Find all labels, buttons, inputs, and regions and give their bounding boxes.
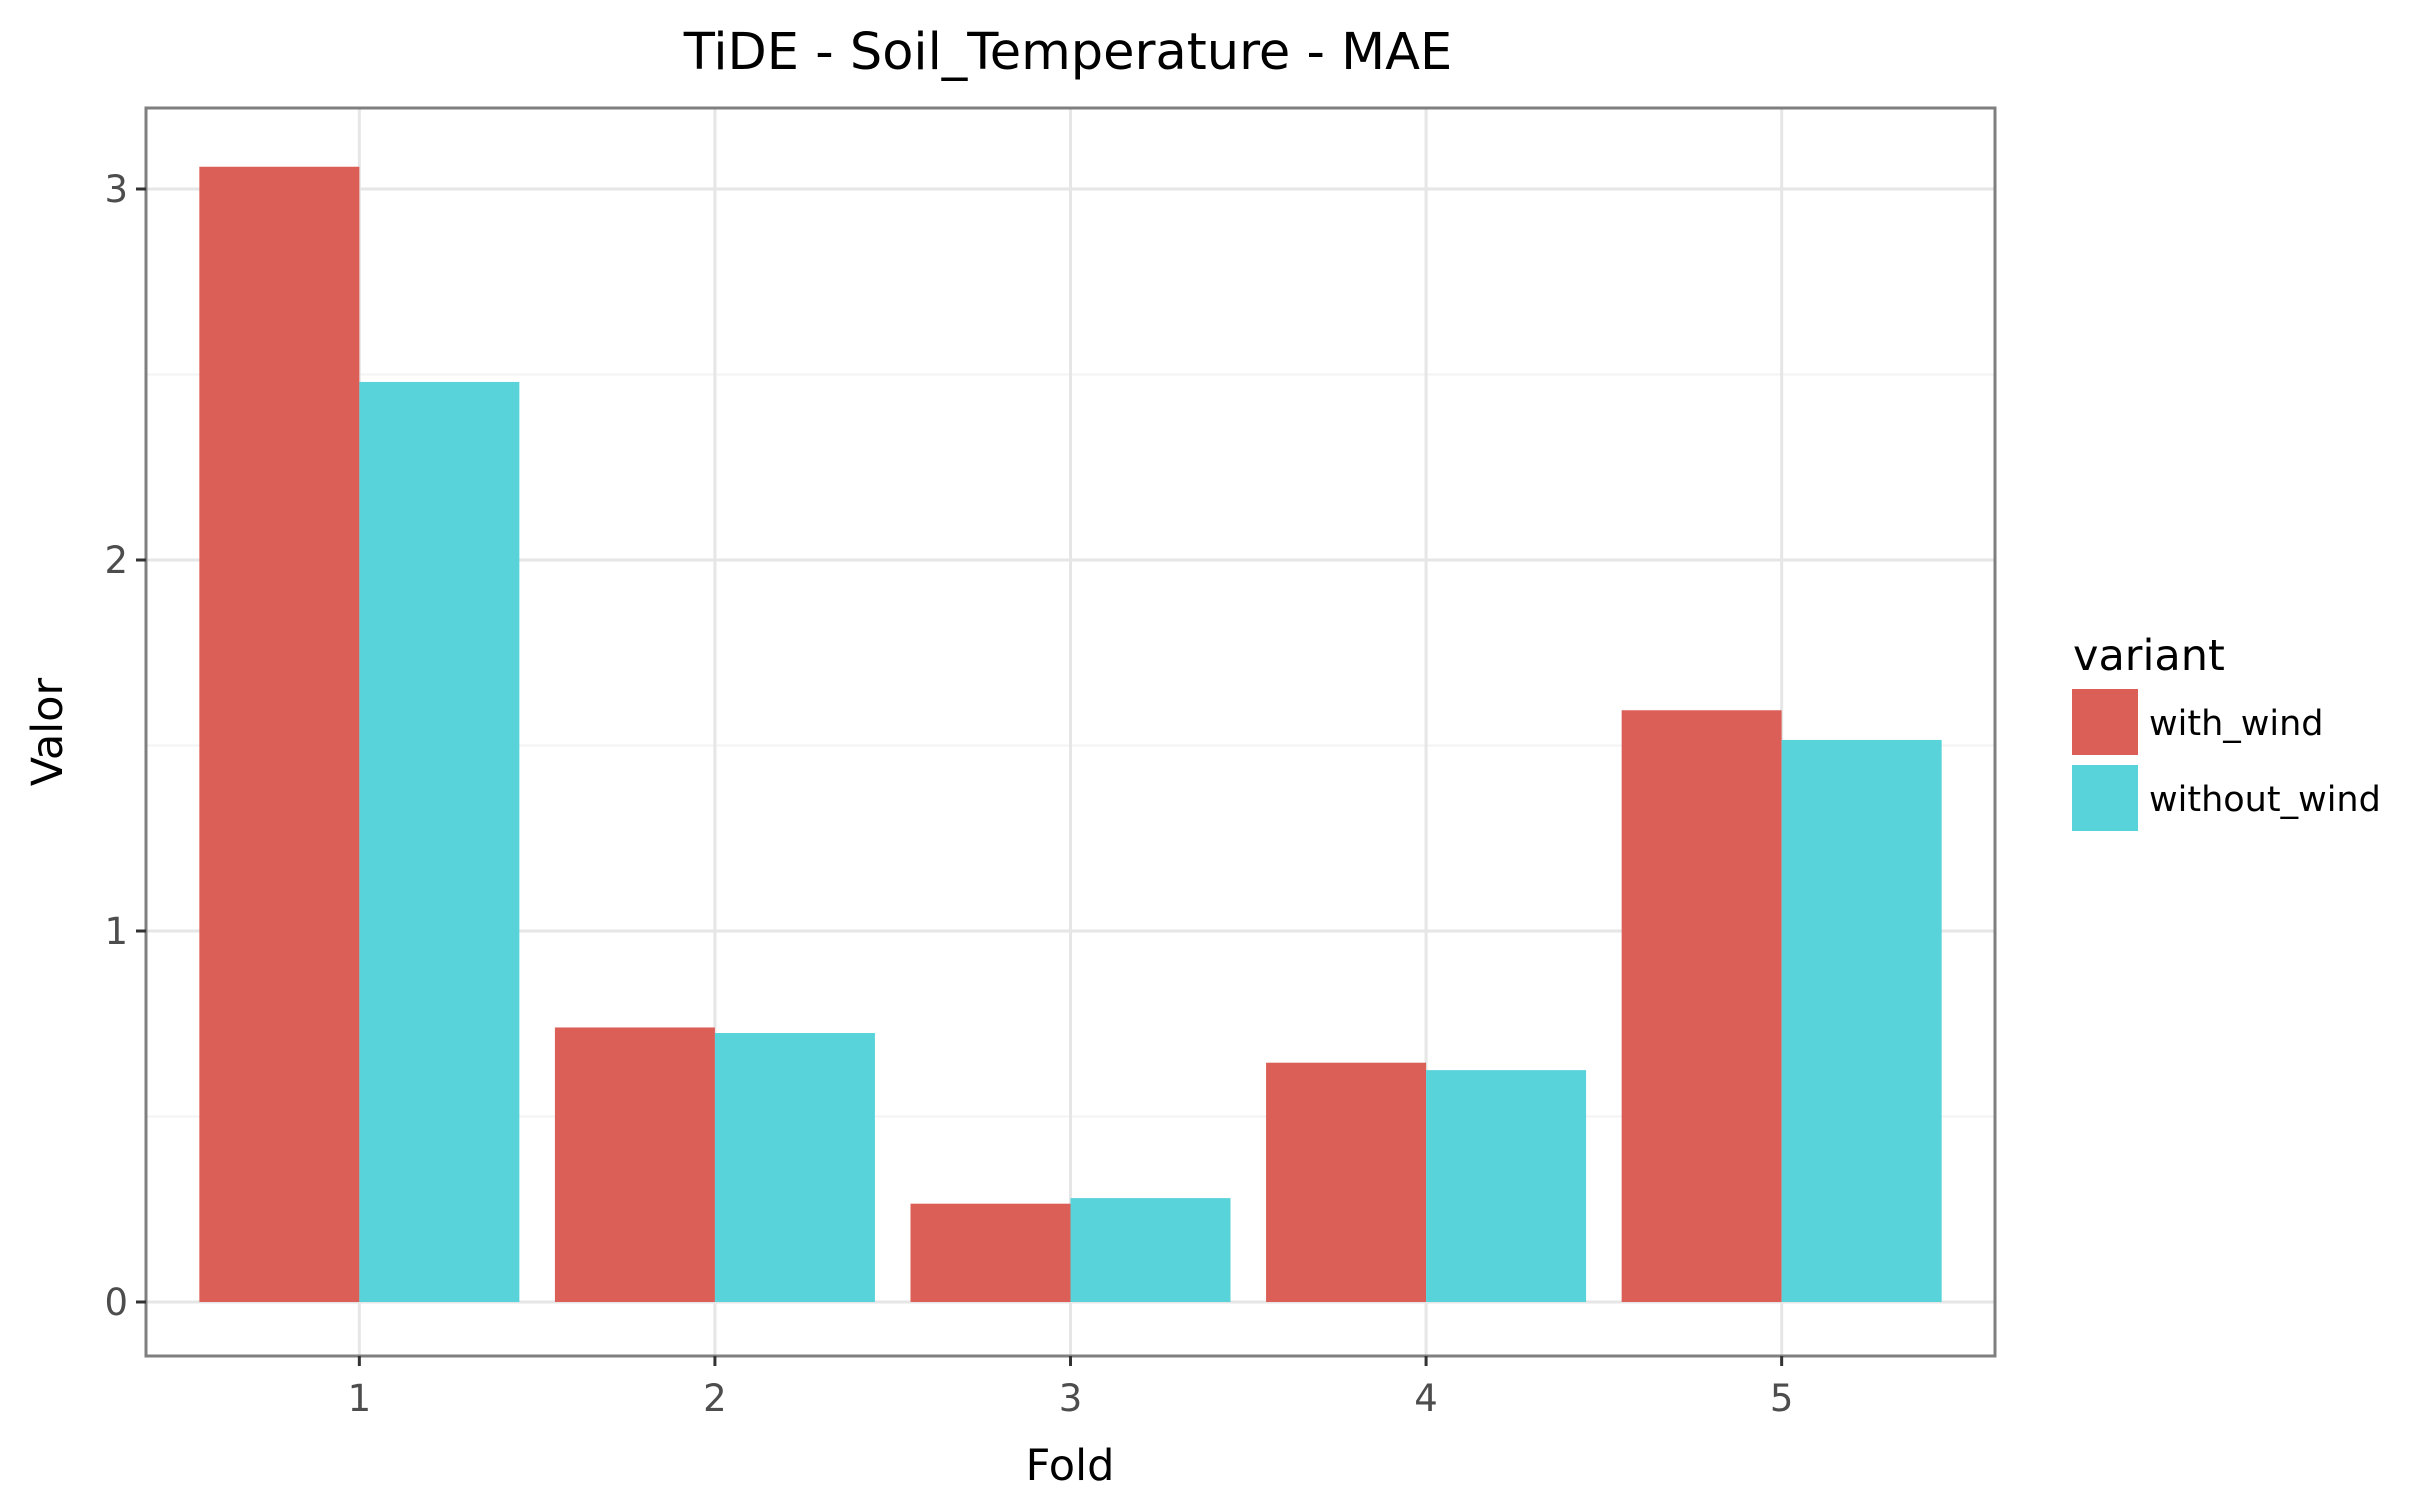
x-axis: 1 2 3 4 5 [348, 1356, 1794, 1420]
bar-with_wind-fold-2 [554, 1027, 715, 1302]
bar-with_wind-fold-3 [910, 1203, 1071, 1302]
y-tick-label: 3 [104, 168, 128, 211]
y-tick-label: 2 [104, 539, 128, 582]
y-axis-title: Valor [23, 678, 73, 787]
legend-title: variant [2073, 631, 2225, 681]
plot-panel [144, 106, 1997, 1358]
bar-with_wind-fold-1 [199, 166, 360, 1303]
chart-title: TiDE - Soil_Temperature - MAE [683, 23, 1453, 82]
legend-label-without_wind: without_wind [2149, 780, 2381, 820]
bar-with_wind-fold-5 [1621, 710, 1782, 1302]
bar-without_wind-fold-2 [714, 1033, 875, 1302]
x-tick-label: 3 [1059, 1377, 1083, 1420]
x-axis-title: Fold [1026, 1441, 1115, 1491]
bar-with_wind-fold-4 [1266, 1062, 1427, 1302]
y-tick-label: 0 [104, 1281, 128, 1324]
x-tick-label: 4 [1414, 1377, 1438, 1420]
legend-label-with_wind: with_wind [2149, 704, 2324, 744]
bars [199, 166, 1942, 1303]
y-axis: 0 1 2 3 [104, 168, 146, 1324]
bar-without_wind-fold-1 [359, 381, 520, 1302]
bar-without_wind-fold-3 [1070, 1198, 1231, 1302]
x-tick-label: 5 [1770, 1377, 1794, 1420]
bar-without_wind-fold-4 [1426, 1070, 1587, 1302]
y-tick-label: 1 [104, 910, 128, 953]
legend-key-with_wind [2072, 689, 2138, 755]
legend-key-without_wind [2072, 765, 2138, 831]
x-tick-label: 1 [348, 1377, 372, 1420]
x-tick-label: 2 [703, 1377, 727, 1420]
bar-without_wind-fold-5 [1781, 739, 1942, 1302]
legend-items: with_wind without_wind [2072, 689, 2381, 831]
legend: variant with_wind without_wind [2072, 631, 2381, 831]
